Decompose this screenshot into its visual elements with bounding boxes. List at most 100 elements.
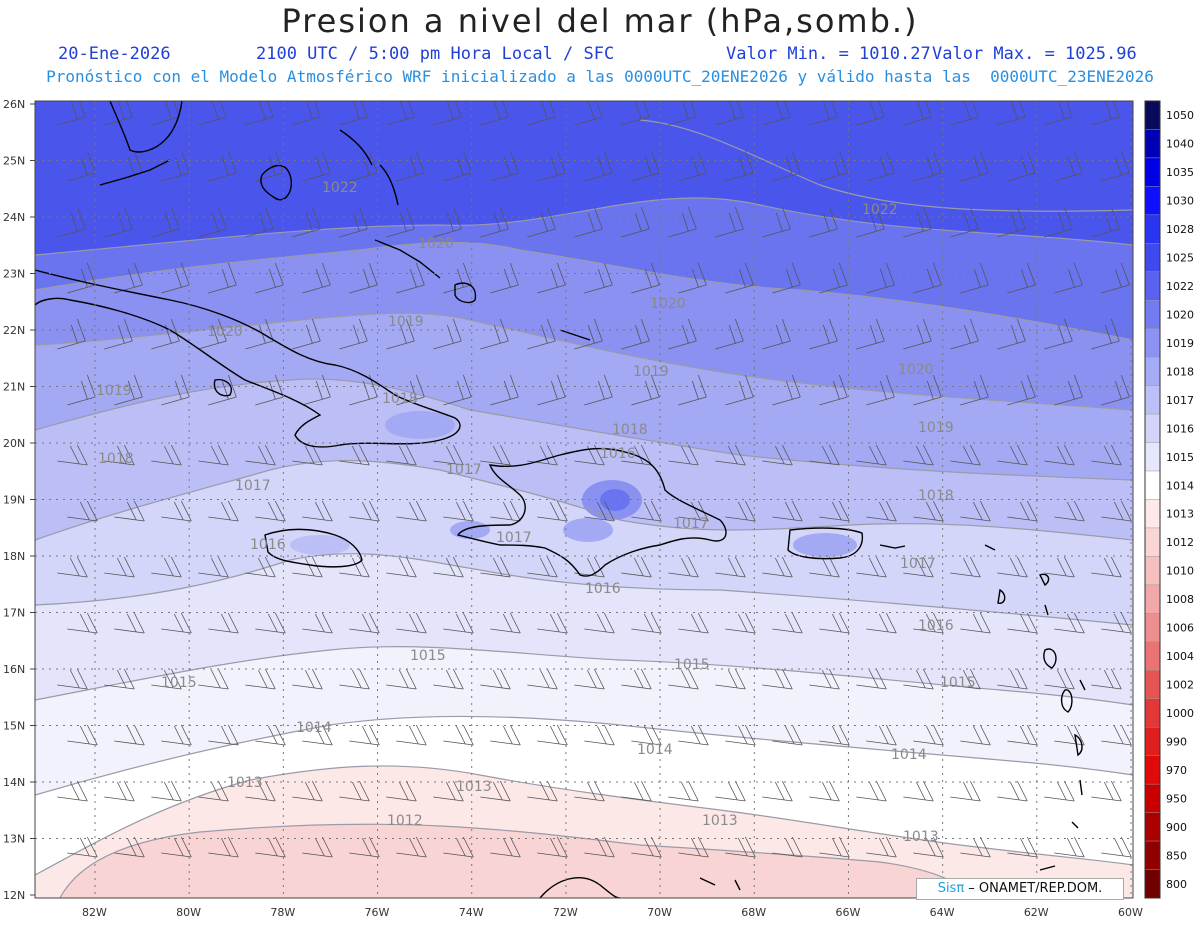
wind-barb bbox=[819, 262, 848, 294]
pocket-1018d bbox=[385, 411, 455, 439]
wind-barb bbox=[302, 612, 333, 634]
wind-barb bbox=[104, 556, 135, 578]
colorbar-label: 970 bbox=[1166, 764, 1187, 777]
wind-barb bbox=[302, 500, 333, 522]
wind-barb bbox=[1044, 206, 1073, 238]
wind-barb bbox=[584, 262, 613, 294]
pocket-1017 bbox=[290, 535, 350, 555]
isobar-value-label: 1018 bbox=[918, 488, 954, 504]
wind-barb bbox=[396, 724, 427, 746]
wind-barb bbox=[668, 556, 699, 578]
wind-barb bbox=[1054, 836, 1085, 858]
wind-barb bbox=[67, 836, 98, 858]
wind-barb bbox=[161, 612, 192, 634]
wind-barb bbox=[772, 262, 801, 294]
map-frame bbox=[34, 100, 1134, 899]
pocket-1020 bbox=[600, 489, 630, 511]
wind-barb bbox=[161, 262, 190, 294]
wind-barb bbox=[480, 101, 509, 126]
wind-barb bbox=[903, 780, 934, 802]
colorbar-label: 1050 bbox=[1166, 109, 1194, 122]
wind-barb bbox=[490, 612, 521, 634]
wind-barb bbox=[1091, 556, 1122, 578]
wind-barb bbox=[866, 500, 897, 522]
colorbar-label: 1025 bbox=[1166, 252, 1194, 265]
colorbar-label: 1010 bbox=[1166, 565, 1194, 578]
wind-barb bbox=[584, 150, 613, 182]
wind-barb bbox=[715, 101, 744, 126]
wind-barb bbox=[1101, 150, 1130, 182]
wind-barb bbox=[433, 444, 464, 466]
colorbar-label: 1040 bbox=[1166, 138, 1194, 151]
wind-barb bbox=[950, 101, 979, 126]
colorbar-swatch bbox=[1144, 214, 1161, 244]
wind-barb bbox=[950, 780, 981, 802]
wind-barb bbox=[292, 668, 323, 690]
isobar-value-label: 1022 bbox=[862, 202, 898, 218]
wind-barb bbox=[1101, 374, 1130, 406]
wind-barb bbox=[443, 374, 472, 406]
turks bbox=[559, 329, 591, 341]
wind-barb bbox=[762, 318, 791, 350]
wind-barb bbox=[762, 206, 791, 238]
wind-barb bbox=[114, 612, 145, 634]
wind-barb bbox=[668, 668, 699, 690]
wind-barb bbox=[57, 556, 88, 578]
colorbar-swatch bbox=[1144, 413, 1161, 443]
lat-label: 26N bbox=[3, 98, 25, 111]
wind-barb bbox=[715, 668, 746, 690]
lat-label: 21N bbox=[3, 381, 25, 394]
wind-barb bbox=[537, 612, 568, 634]
wind-barb bbox=[621, 206, 650, 238]
wind-barb bbox=[208, 150, 237, 182]
virgin-islands bbox=[879, 544, 906, 549]
wind-barb bbox=[960, 150, 989, 182]
wind-barb bbox=[621, 556, 652, 578]
wind-barb bbox=[396, 150, 425, 182]
colorbar-label: 1004 bbox=[1166, 650, 1194, 663]
wind-barb bbox=[67, 500, 98, 522]
colorbar-label: 850 bbox=[1166, 849, 1187, 862]
wind-barb bbox=[480, 780, 511, 802]
wind-barb bbox=[57, 780, 88, 802]
wind-barb bbox=[574, 780, 605, 802]
wind-barb bbox=[772, 724, 803, 746]
wind-barb bbox=[950, 668, 981, 690]
lon-label: 64W bbox=[930, 906, 955, 919]
wind-barb bbox=[715, 556, 746, 578]
isobar-value-label: 1017 bbox=[496, 530, 532, 546]
isobar-value-label: 1019 bbox=[633, 364, 669, 380]
wind-barb bbox=[443, 724, 474, 746]
wind-barb bbox=[1091, 206, 1120, 238]
colorbar-label: 800 bbox=[1166, 878, 1187, 891]
colorbar-swatch bbox=[1144, 670, 1161, 699]
wind-barb bbox=[67, 612, 98, 634]
colorbar-swatch bbox=[1144, 727, 1161, 756]
wind-barb bbox=[480, 668, 511, 690]
colorbar-label: 1022 bbox=[1166, 280, 1194, 293]
wind-barb bbox=[245, 101, 274, 126]
wind-barb bbox=[302, 262, 331, 294]
colorbar-label: 1008 bbox=[1166, 593, 1194, 606]
wind-barb bbox=[631, 262, 660, 294]
wind-barb bbox=[151, 556, 182, 578]
colorbar-swatch bbox=[1144, 556, 1161, 586]
wind-barb bbox=[997, 444, 1028, 466]
wind-barb bbox=[960, 836, 991, 858]
coastlines bbox=[35, 101, 1086, 898]
antigua bbox=[997, 588, 1006, 604]
wind-barb bbox=[1091, 101, 1120, 126]
wind-barb bbox=[396, 836, 427, 858]
wind-barb bbox=[772, 150, 801, 182]
wind-barb bbox=[339, 444, 370, 466]
wind-barb bbox=[856, 101, 885, 126]
wind-barb bbox=[245, 444, 276, 466]
band-1012 bbox=[60, 824, 980, 898]
colorbar-label: 1016 bbox=[1166, 422, 1194, 435]
wind-barb bbox=[1007, 500, 1038, 522]
wind-barb bbox=[1101, 836, 1132, 858]
wind-barb bbox=[866, 836, 897, 858]
wind-barb bbox=[715, 444, 746, 466]
wind-barb bbox=[960, 500, 991, 522]
trinidad bbox=[1039, 865, 1056, 871]
